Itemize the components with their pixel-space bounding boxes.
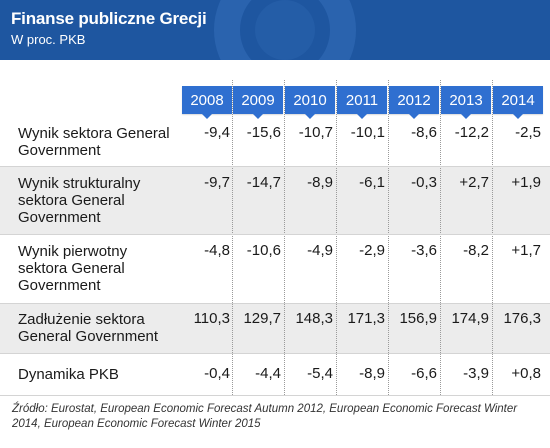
table-cell: -6,6 [411,365,437,382]
column-divider [232,80,233,395]
year-header: 2012 [389,86,439,119]
row-label: Wynik sektora General Government [18,125,170,159]
table-cell: -5,4 [307,365,333,382]
table-cell: -14,7 [246,174,281,191]
column-divider [336,80,337,395]
table-cell: 171,3 [347,310,385,327]
table-cell: -2,5 [515,124,541,141]
table-cell: -10,7 [298,124,333,141]
table-cell: -3,6 [411,242,437,259]
table-row [0,303,550,353]
table-cell: -8,2 [463,242,489,259]
source-note: Źródło: Eurostat, European Economic Fore… [12,403,518,430]
row-divider [0,395,550,396]
table-row [0,166,550,234]
table-cell: 174,9 [451,310,489,327]
year-header: 2009 [233,86,283,119]
table-cell: +2,7 [459,174,489,191]
table-cell: -9,4 [204,124,230,141]
table-cell: 148,3 [295,310,333,327]
table-cell: -0,4 [204,365,230,382]
table-cell: 176,3 [503,310,541,327]
row-label: Wynik pierwotny sektora General Governme… [18,243,128,294]
table-cell: -6,1 [359,174,385,191]
table-cell: -4,9 [307,242,333,259]
table-cell: -15,6 [246,124,281,141]
table-cell: +1,9 [511,174,541,191]
table-cell: +1,7 [511,242,541,259]
row-label: Wynik strukturalny sektora General Gover… [18,175,141,226]
table-cell: 156,9 [399,310,437,327]
table-cell: -8,6 [411,124,437,141]
table-cell: -9,7 [204,174,230,191]
watermark-logo-icon [214,0,356,60]
table-cell: -10,6 [246,242,281,259]
column-divider [440,80,441,395]
column-divider [284,80,285,395]
chart-subtitle: W proc. PKB [11,32,86,47]
row-label: Dynamika PKB [18,366,119,383]
table-cell: -8,9 [307,174,333,191]
table-cell: +0,8 [511,365,541,382]
table-cell: 110,3 [193,310,230,327]
row-divider [0,353,550,354]
table-cell: -8,9 [359,365,385,382]
table-cell: -12,2 [454,124,489,141]
chart-header: Finanse publiczne Grecji W proc. PKB [0,0,550,60]
table-cell: -4,4 [255,365,281,382]
year-header: 2011 [337,86,387,119]
table-cell: -2,9 [359,242,385,259]
table-cell: 129,7 [243,310,281,327]
year-header: 2010 [285,86,335,119]
column-divider [492,80,493,395]
year-header: 2014 [493,86,543,119]
table-cell: -10,1 [350,124,385,141]
row-divider [0,303,550,304]
column-divider [388,80,389,395]
year-header: 2008 [182,86,232,119]
row-divider [0,234,550,235]
year-header: 2013 [441,86,491,119]
table-cell: -0,3 [411,174,437,191]
table-cell: -3,9 [463,365,489,382]
table-cell: -4,8 [204,242,230,259]
row-divider [0,166,550,167]
chart-title: Finanse publiczne Grecji [11,9,207,28]
row-label: Zadłużenie sektora General Government [18,311,159,345]
